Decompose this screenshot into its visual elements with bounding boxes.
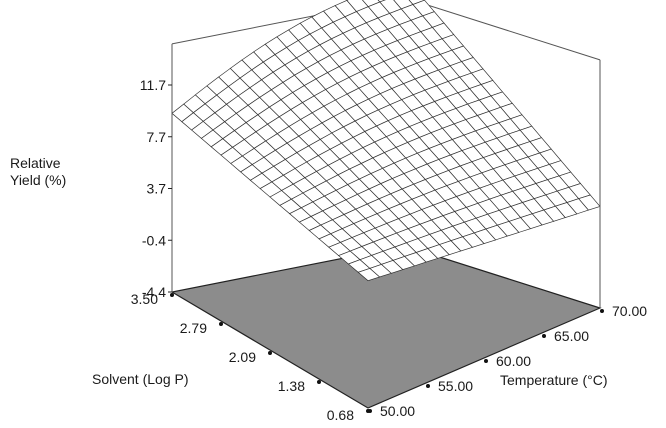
z-axis-ticks: 11.7 7.7 3.7 -0.4 -4.4	[140, 77, 172, 300]
y-tick-label: 70.00	[612, 303, 647, 319]
y-axis-ticks: 50.00 55.00 60.00 65.00 70.00	[368, 303, 647, 419]
y-tick-label: 60.00	[496, 353, 531, 369]
x-tick-label: 1.38	[278, 378, 305, 394]
y-tick-label: 65.00	[554, 328, 589, 344]
box-top-back-edge-right	[410, 0, 601, 61]
z-axis-title-line2: Yield (%)	[10, 172, 66, 188]
y-tick-label: 50.00	[380, 403, 415, 419]
x-tick-label: 2.09	[229, 349, 256, 365]
y-tick-mark	[484, 359, 488, 363]
x-axis-ticks: 3.50 2.79 2.09 1.38 0.68	[131, 291, 370, 423]
x-tick-label: 2.79	[180, 320, 207, 336]
z-tick-label: 3.7	[147, 181, 167, 197]
y-tick-label: 55.00	[438, 378, 473, 394]
x-tick-label: 3.50	[131, 291, 158, 307]
y-tick-mark	[368, 409, 372, 413]
z-tick-label: 11.7	[140, 77, 166, 93]
x-axis-title: Solvent (Log P)	[92, 371, 189, 387]
y-tick-mark	[542, 334, 546, 338]
z-tick-label: 7.7	[147, 129, 167, 145]
z-axis-title-line1: Relative	[10, 155, 61, 171]
x-tick-mark	[317, 380, 321, 384]
x-tick-mark	[170, 293, 174, 297]
surface-cell	[357, 268, 381, 282]
y-axis-title: Temperature (°C)	[500, 372, 608, 388]
z-tick-label: -4.4	[142, 284, 166, 300]
x-tick-label: 0.68	[327, 407, 354, 423]
y-tick-mark	[600, 309, 604, 313]
z-tick-label: -0.4	[142, 232, 166, 248]
response-surface	[171, 0, 601, 282]
y-tick-mark	[426, 384, 430, 388]
x-tick-mark	[268, 351, 272, 355]
x-tick-mark	[219, 322, 223, 326]
